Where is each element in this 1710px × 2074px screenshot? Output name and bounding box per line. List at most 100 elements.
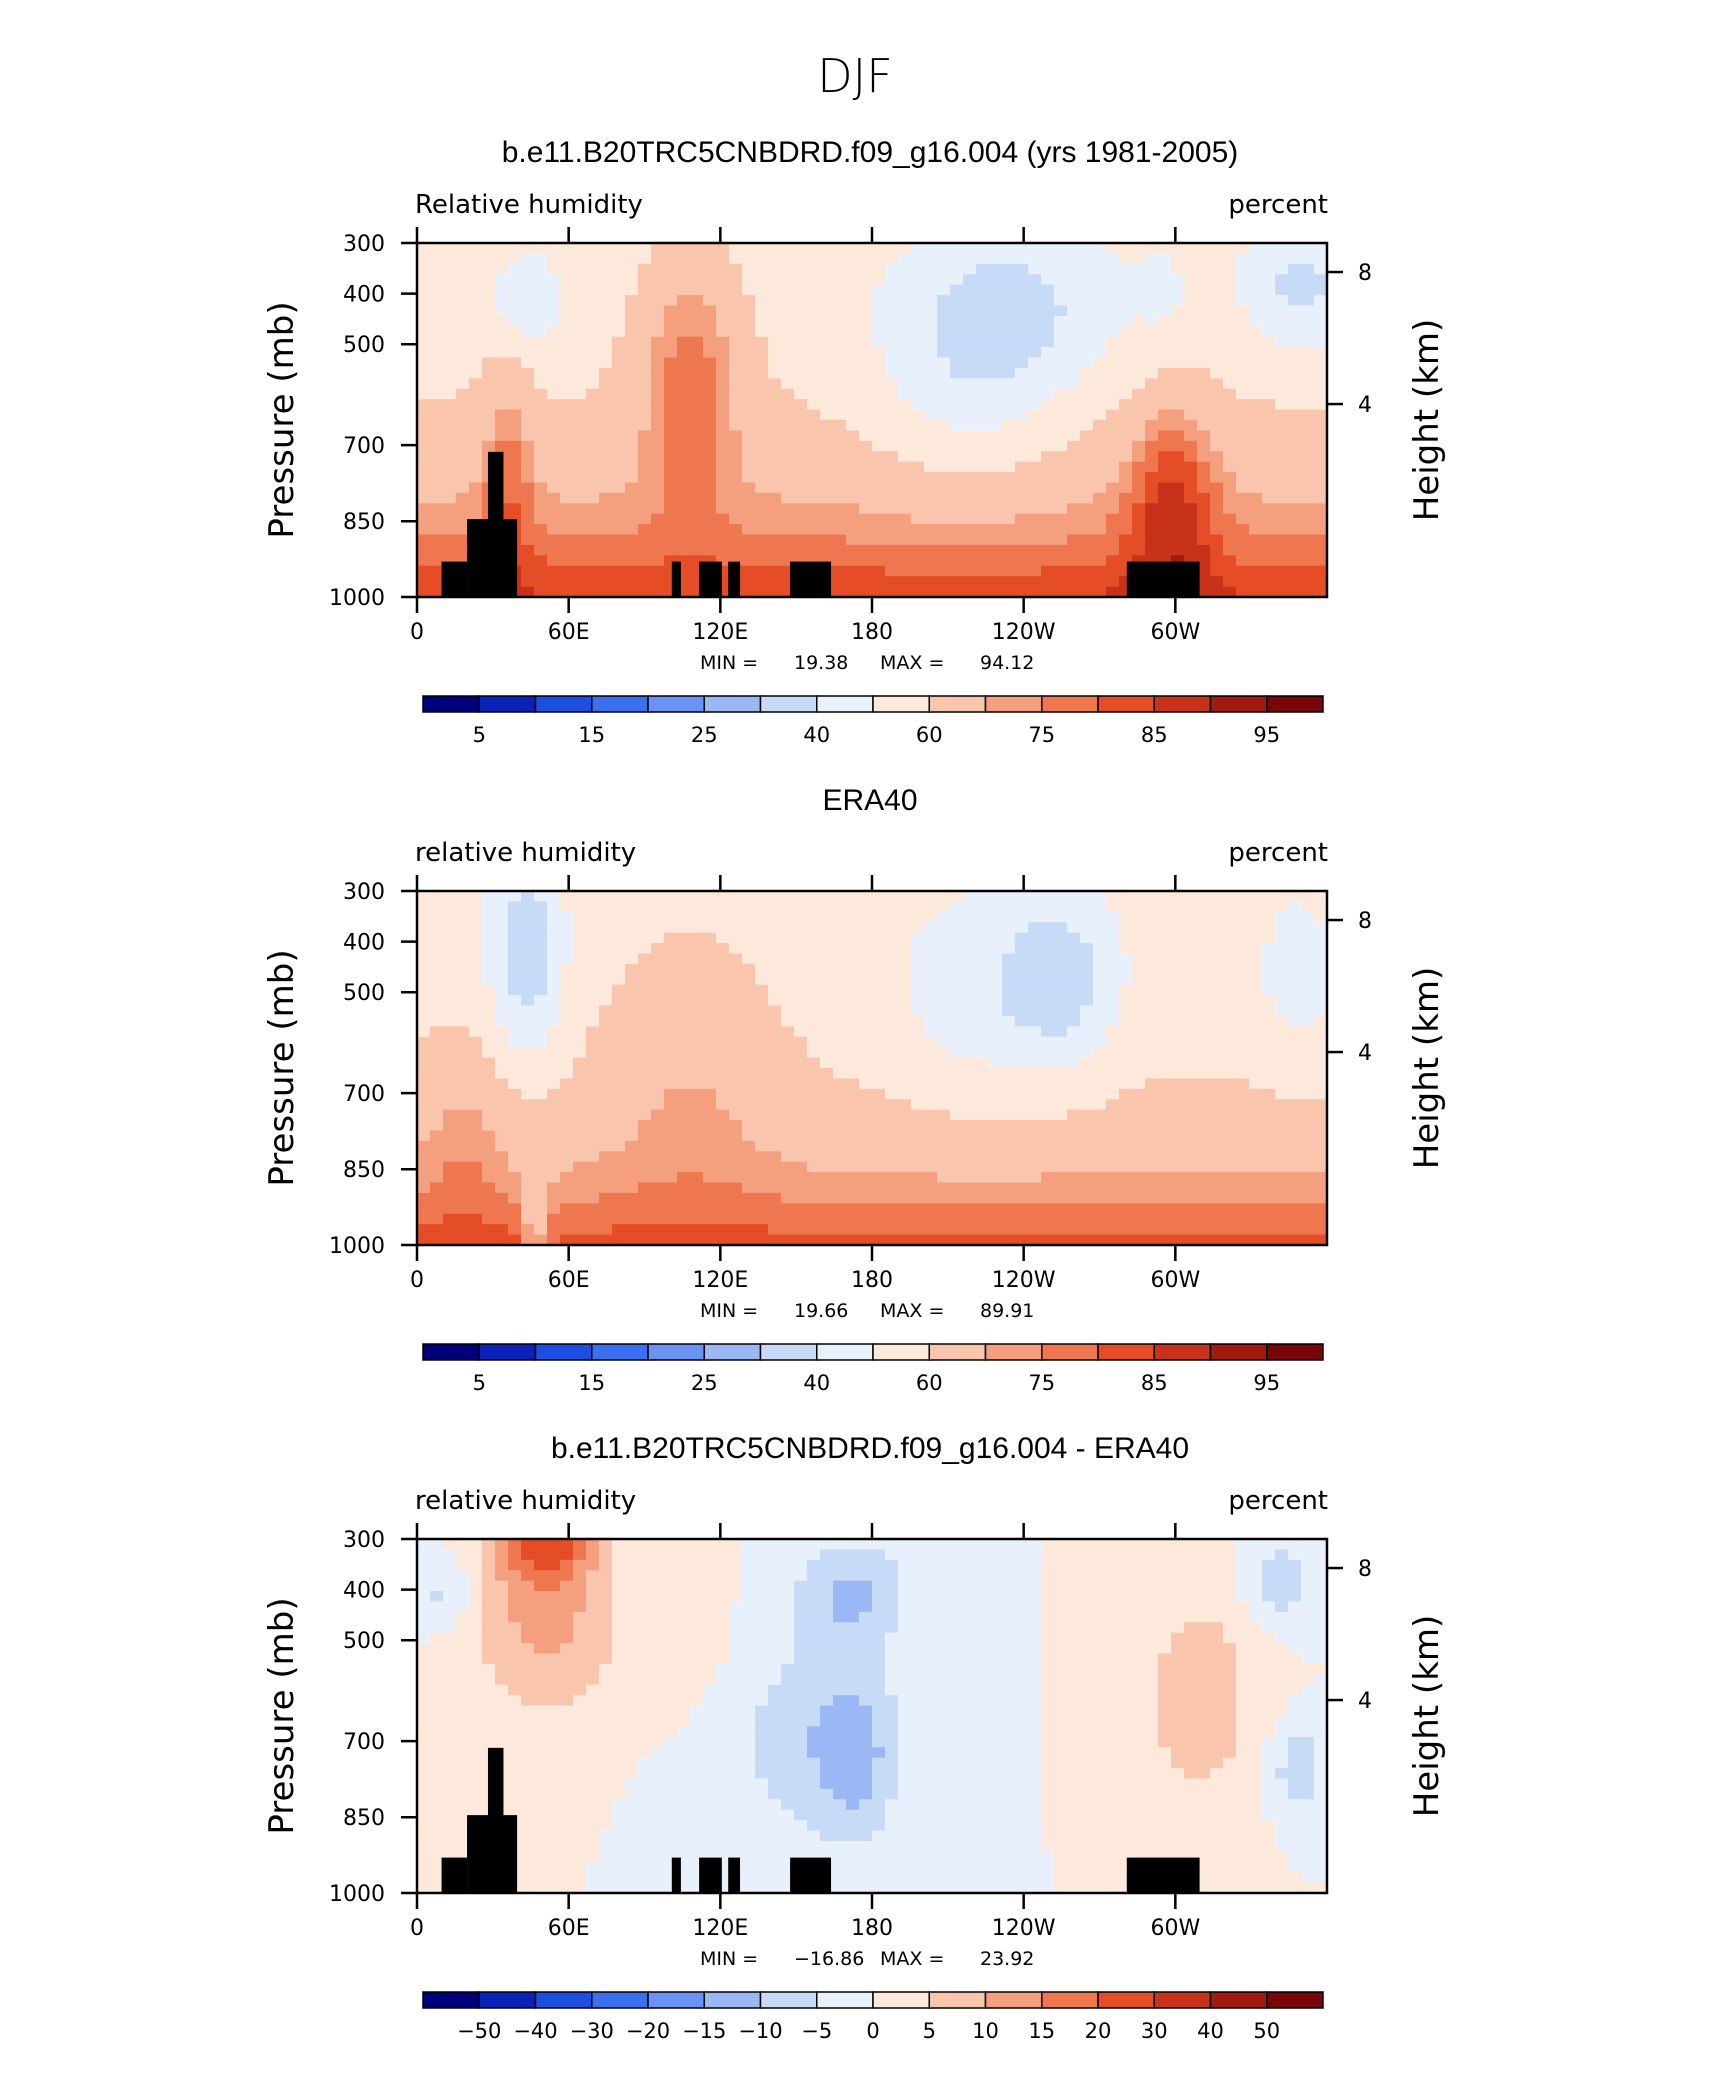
contour-cell [417,1005,431,1017]
contour-cell [1015,326,1029,338]
contour-cell [573,984,587,996]
contour-cell [443,1005,457,1017]
contour-cell [1223,995,1237,1007]
contour-cell [1054,1539,1068,1551]
contour-cell [508,1109,522,1121]
contour-cell [898,513,912,525]
contour-cell [508,1088,522,1100]
contour-cell [1080,399,1094,411]
contour-cell [872,347,886,359]
contour-cell [1002,1161,1016,1173]
contour-cell [963,503,977,515]
contour-cell [807,1120,821,1132]
contour-cell [1106,1047,1120,1059]
contour-cell [534,1015,548,1027]
contour-cell [963,1234,977,1246]
contour-cell [534,901,548,913]
contour-cell [950,943,964,955]
contour-cell [1223,1182,1237,1194]
contour-cell [534,420,548,432]
contour-cell [1132,399,1146,411]
contour-cell [820,995,834,1007]
contour-cell [677,1192,691,1204]
contour-cell [1223,1026,1237,1038]
contour-cell [612,544,626,556]
contour-cell [469,315,483,327]
contour-cell [456,284,470,296]
contour-cell [1301,1099,1315,1111]
contour-cell [573,963,587,975]
contour-cell [1223,1109,1237,1121]
contour-cell [1015,284,1029,296]
contour-cell [833,399,847,411]
contour-cell [1106,1203,1120,1215]
contour-cell [924,1088,938,1100]
contour-cell [1223,388,1237,400]
contour-cell [1301,440,1315,452]
contour-cell [794,1057,808,1069]
contour-cell [664,891,678,903]
contour-cell [1171,263,1185,275]
contour-cell [924,513,938,525]
contour-cell [638,1068,652,1080]
contour-cell [1301,357,1315,369]
contour-cell [807,1172,821,1184]
contour-cell [716,524,730,536]
contour-cell [456,963,470,975]
contour-cell [716,1047,730,1059]
contour-cell [794,295,808,307]
contour-cell [560,1120,574,1132]
contour-cell [1197,315,1211,327]
contour-cell [664,492,678,504]
contour-cell [495,984,509,996]
contour-cell [755,253,769,265]
contour-cell [677,1036,691,1048]
contour-cell [1275,1099,1289,1111]
contour-cell [1275,534,1289,546]
contour-cell [1314,943,1328,955]
contour-cell [937,576,951,588]
contour-cell [521,1161,535,1173]
contour-cell [872,1172,886,1184]
contour-cell [1015,565,1029,577]
contour-cell [1080,1099,1094,1111]
contour-cell [1132,420,1146,432]
contour-cell [976,451,990,463]
contour-cell [1145,1140,1159,1152]
contour-cell [716,1130,730,1142]
contour-cell [1145,367,1159,379]
y-tick-label: 850 [343,1158,385,1183]
contour-cell [547,409,561,421]
contour-cell [885,243,899,255]
contour-cell [599,315,613,327]
contour-cell [508,336,522,348]
contour-cell [846,1192,860,1204]
contour-cell [872,1224,886,1236]
contour-cell [1158,963,1172,975]
contour-cell [1028,367,1042,379]
contour-cell [976,1213,990,1225]
contour-cell [495,1213,509,1225]
contour-cell [1132,1120,1146,1132]
contour-cell [846,315,860,327]
contour-cell [794,974,808,986]
contour-cell [677,430,691,442]
contour-cell [1145,995,1159,1007]
contour-cell [664,284,678,296]
contour-cell [1054,1203,1068,1215]
contour-cell [833,409,847,421]
contour-cell [924,451,938,463]
colorbar-swatch [647,695,705,713]
contour-cell [430,534,444,546]
contour-cell [560,911,574,923]
contour-cell [872,891,886,903]
contour-cell [1210,984,1224,996]
contour-cell [430,1140,444,1152]
contour-cell [586,1005,600,1017]
contour-cell [794,336,808,348]
contour-cell [1223,1099,1237,1111]
contour-cell [534,1161,548,1173]
contour-cell [573,995,587,1007]
contour-cell [989,1130,1003,1142]
contour-cell [794,326,808,338]
